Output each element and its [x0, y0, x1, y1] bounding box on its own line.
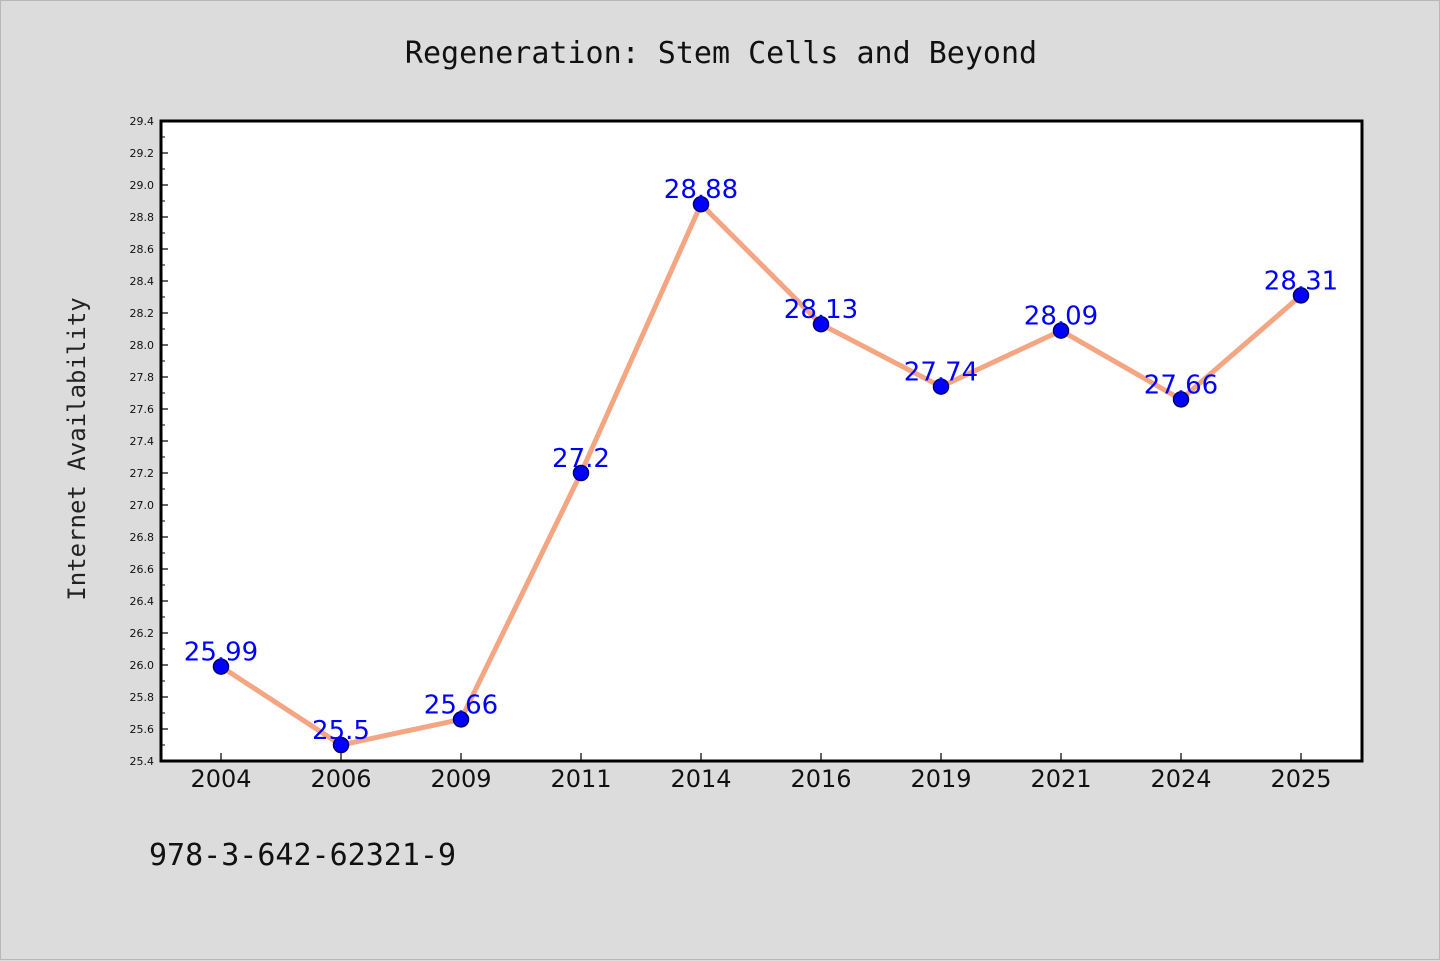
data-point-2014 [692, 195, 710, 213]
y-tick-label: 25.6 [130, 723, 155, 736]
y-tick-label: 26.4 [130, 595, 155, 608]
data-label-2019: 27.74 [904, 358, 978, 388]
data-label-2011: 27.2 [552, 444, 610, 474]
data-label-2014: 28.88 [664, 175, 738, 205]
y-tick-label: 29.4 [130, 115, 155, 128]
plot-area [161, 121, 1362, 761]
data-label-2021: 28.09 [1024, 302, 1098, 332]
data-point-2009 [452, 711, 470, 728]
data-point-2021 [1052, 322, 1070, 339]
x-tick-label: 2016 [790, 765, 851, 793]
y-tick-label: 28.4 [130, 275, 155, 288]
x-tick-label: 2019 [910, 765, 971, 793]
y-tick-label: 27.0 [130, 499, 155, 512]
y-axis-ticks: 25.4 25.6 25.8 26.0 26.2 26.4 26.6 26.8 27.0 27.2… [130, 115, 168, 768]
data-point-2016 [812, 315, 830, 333]
data-label-2016: 28.13 [784, 295, 858, 325]
y-tick-label: 26.0 [130, 659, 155, 672]
x-tick-label: 2021 [1030, 765, 1091, 793]
data-label-2025: 28.31 [1264, 266, 1338, 296]
y-axis-label: Internet Availability [63, 297, 91, 600]
data-point-2004 [212, 658, 230, 675]
data-point-2019 [932, 378, 950, 395]
y-tick-label: 27.2 [130, 467, 155, 480]
y-tick-label: 29.0 [130, 179, 155, 192]
x-tick-label: 2024 [1150, 765, 1211, 793]
data-label-2006: 25.5 [312, 716, 370, 746]
y-tick-label: 29.2 [130, 147, 155, 160]
data-label-2009: 25.66 [424, 690, 498, 720]
y-tick-label: 28.6 [130, 243, 155, 256]
data-point-2025 [1292, 287, 1310, 304]
data-points-group [212, 195, 1310, 754]
y-tick-label: 27.8 [130, 371, 155, 384]
x-tick-label: 2014 [670, 765, 731, 793]
x-tick-label: 2006 [310, 765, 371, 793]
data-point-2024 [1172, 391, 1190, 408]
chart-title: Regeneration: Stem Cells and Beyond [405, 36, 1037, 71]
data-labels-group: 25.99 25.5 25.66 27.2 28.88 28.13 27.74 28.09 27… [184, 175, 1338, 746]
y-tick-label: 25.8 [130, 691, 155, 704]
x-tick-label: 2025 [1270, 765, 1331, 793]
x-tick-label: 2004 [190, 765, 251, 793]
y-tick-label: 26.6 [130, 563, 155, 576]
y-tick-label: 28.8 [130, 211, 155, 224]
y-tick-label: 28.2 [130, 307, 155, 320]
data-label-2024: 27.66 [1144, 370, 1218, 400]
series-line [218, 201, 1304, 748]
isbn-footer: 978-3-642-62321-9 [149, 838, 456, 873]
data-label-2004: 25.99 [184, 638, 258, 668]
y-tick-label: 25.4 [130, 755, 155, 768]
y-tick-label: 27.6 [130, 403, 155, 416]
plot-frame [159, 119, 1364, 763]
x-tick-label: 2011 [550, 765, 611, 793]
series-line-group [218, 201, 1304, 748]
y-tick-label: 28.0 [130, 339, 155, 352]
y-tick-label: 27.4 [130, 435, 155, 448]
x-axis-ticks: 2004 2006 2009 2011 2014 2016 2019 2021 2024 2025 [190, 753, 1332, 793]
data-point-2011 [572, 464, 590, 482]
x-tick-label: 2009 [430, 765, 491, 793]
y-tick-label: 26.8 [130, 531, 155, 544]
y-tick-label: 26.2 [130, 627, 155, 640]
data-point-2006 [332, 736, 350, 754]
